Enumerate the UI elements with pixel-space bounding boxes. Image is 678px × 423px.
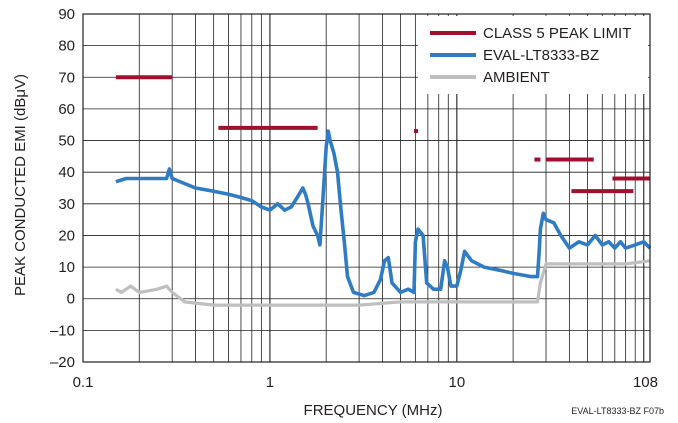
- y-tick-label: –20: [50, 354, 75, 371]
- y-tick-label: 60: [58, 101, 75, 118]
- y-axis-title: PEAK CONDUCTED EMI (dBμV): [12, 74, 29, 296]
- x-gridlines: [138, 14, 645, 362]
- x-tick-label: 10: [448, 374, 465, 391]
- legend-label: AMBIENT: [483, 69, 550, 86]
- x-tick-label: 108: [633, 374, 658, 391]
- y-tick-labels: 90 80 70 60 50 40 30 20 10 0 –10 –20: [50, 6, 75, 371]
- y-tick-label: 0: [67, 291, 75, 308]
- y-tick-label: 90: [58, 6, 75, 23]
- ambient-line: [115, 259, 651, 307]
- y-tick-label: 10: [58, 259, 75, 276]
- eval-lt8333-bz-line: [115, 129, 652, 298]
- legend-label: CLASS 5 PEAK LIMIT: [483, 25, 631, 42]
- legend-label: EVAL-LT8333-BZ: [483, 47, 599, 64]
- x-axis-title: FREQUENCY (MHz): [304, 402, 443, 419]
- y-tick-label: –10: [50, 322, 75, 339]
- figure-footnote: EVAL-LT8333-BZ F07b: [571, 406, 664, 416]
- plot-frame: [82, 13, 651, 363]
- y-tick-label: 80: [58, 38, 75, 55]
- x-tick-labels: 0.1 1 10 108: [73, 374, 658, 391]
- y-tick-label: 30: [58, 196, 75, 213]
- y-tick-label: 70: [58, 69, 75, 86]
- legend: CLASS 5 PEAK LIMIT EVAL-LT8333-BZ AMBIENT: [418, 16, 648, 94]
- series-layer: [115, 75, 652, 307]
- y-tick-label: 40: [58, 164, 75, 181]
- x-tick-label: 1: [266, 374, 274, 391]
- y-tick-label: 50: [58, 133, 75, 150]
- x-tick-label: 0.1: [73, 374, 94, 391]
- y-tick-label: 20: [58, 227, 75, 244]
